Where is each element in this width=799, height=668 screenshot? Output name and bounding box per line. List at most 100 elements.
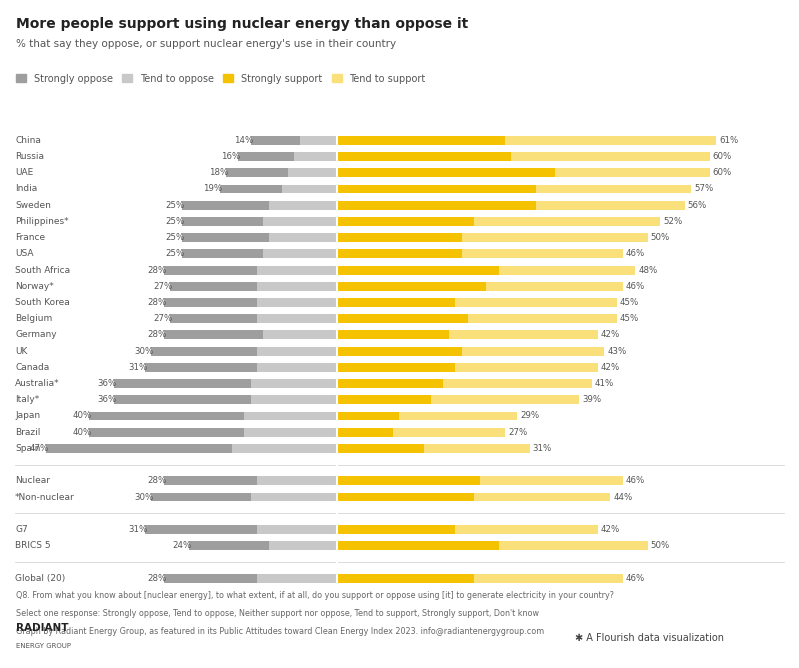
Text: 40%: 40% (73, 411, 92, 420)
Text: 56%: 56% (688, 200, 707, 210)
Text: 46%: 46% (626, 476, 645, 486)
Bar (182, 217, 263, 226)
Bar (467, 314, 617, 323)
Bar (337, 476, 480, 485)
Bar (474, 492, 610, 502)
Bar (337, 379, 443, 388)
Text: ENERGY GROUP: ENERGY GROUP (16, 643, 71, 649)
Bar (152, 347, 256, 355)
Bar (251, 492, 337, 502)
Bar (337, 217, 474, 226)
Text: 39%: 39% (582, 395, 602, 404)
Bar (269, 541, 337, 550)
Bar (251, 379, 337, 388)
Text: 27%: 27% (153, 314, 173, 323)
Bar (256, 298, 337, 307)
Text: 50%: 50% (650, 233, 670, 242)
Bar (164, 298, 256, 307)
Text: Q8. From what you know about [nuclear energy], to what extent, if at all, do you: Q8. From what you know about [nuclear en… (16, 591, 614, 600)
Bar (269, 233, 337, 242)
Bar (480, 476, 622, 485)
Bar (337, 314, 467, 323)
Bar (555, 168, 710, 177)
Text: Germany: Germany (15, 331, 57, 339)
Bar (474, 574, 622, 582)
Bar (238, 152, 294, 161)
Bar (337, 184, 536, 194)
Bar (300, 136, 337, 145)
Bar (337, 525, 455, 534)
Text: 45%: 45% (620, 314, 639, 323)
Bar (499, 541, 647, 550)
Bar (455, 363, 598, 372)
Text: 45%: 45% (620, 298, 639, 307)
Bar (251, 136, 300, 145)
Text: G7: G7 (15, 525, 28, 534)
Text: Select one response: Strongly oppose, Tend to oppose, Neither support nor oppose: Select one response: Strongly oppose, Te… (16, 609, 539, 618)
Bar (114, 379, 251, 388)
Text: Russia: Russia (15, 152, 44, 161)
Text: 40%: 40% (73, 428, 92, 437)
Bar (337, 201, 536, 210)
Bar (462, 233, 647, 242)
Bar (89, 411, 244, 420)
Bar (170, 314, 256, 323)
Text: 60%: 60% (713, 168, 732, 177)
Text: France: France (15, 233, 45, 242)
Text: India: India (15, 184, 38, 194)
Bar (164, 574, 256, 582)
Text: Japan: Japan (15, 411, 40, 420)
Bar (337, 574, 474, 582)
Bar (294, 152, 337, 161)
Text: 31%: 31% (129, 363, 148, 372)
Text: 50%: 50% (650, 541, 670, 550)
Text: 27%: 27% (508, 428, 527, 437)
Text: 28%: 28% (147, 266, 166, 275)
Text: ✱ A Flourish data visualization: ✱ A Flourish data visualization (575, 633, 724, 643)
Bar (244, 428, 337, 437)
Bar (511, 152, 710, 161)
Text: China: China (15, 136, 41, 145)
Bar (474, 217, 660, 226)
Text: Philippines*: Philippines* (15, 217, 69, 226)
Text: 61%: 61% (719, 136, 738, 145)
Text: 60%: 60% (713, 152, 732, 161)
Text: UAE: UAE (15, 168, 34, 177)
Bar (505, 136, 716, 145)
Bar (269, 201, 337, 210)
Text: South Africa: South Africa (15, 266, 70, 275)
Bar (256, 574, 337, 582)
Text: 30%: 30% (135, 492, 154, 502)
Text: Australia*: Australia* (15, 379, 60, 388)
Text: Nuclear: Nuclear (15, 476, 50, 486)
Bar (288, 168, 337, 177)
Text: 18%: 18% (209, 168, 229, 177)
Bar (282, 184, 337, 194)
Bar (337, 282, 487, 291)
Bar (337, 492, 474, 502)
Text: 36%: 36% (97, 395, 117, 404)
Text: 25%: 25% (165, 233, 185, 242)
Text: *Non-nuclear: *Non-nuclear (15, 492, 75, 502)
Bar (337, 347, 462, 355)
Text: Canada: Canada (15, 363, 50, 372)
Bar (462, 249, 622, 259)
Bar (487, 282, 622, 291)
Bar (152, 492, 251, 502)
Text: 48%: 48% (638, 266, 658, 275)
Text: 25%: 25% (165, 200, 185, 210)
Text: South Korea: South Korea (15, 298, 70, 307)
Bar (263, 217, 337, 226)
Bar (170, 282, 256, 291)
Bar (89, 428, 244, 437)
Text: 19%: 19% (203, 184, 222, 194)
Bar (337, 395, 431, 404)
Bar (431, 395, 579, 404)
Bar (244, 411, 337, 420)
Bar (337, 249, 462, 259)
Bar (263, 249, 337, 259)
Text: 42%: 42% (601, 363, 620, 372)
Text: Sweden: Sweden (15, 200, 51, 210)
Bar (114, 395, 251, 404)
Bar (256, 476, 337, 485)
